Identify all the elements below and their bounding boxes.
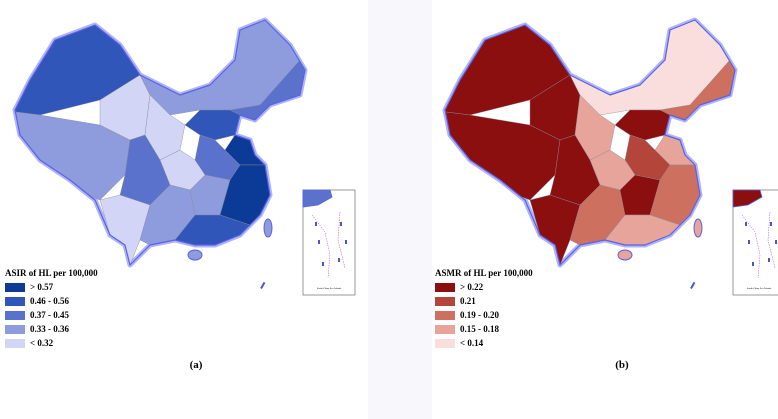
legend-label: 0.37 - 0.45 (30, 310, 69, 320)
inset-dashes (311, 211, 346, 279)
inset-island (322, 262, 324, 266)
inset-island (752, 262, 754, 266)
inset-label: South China Sea Islands (747, 287, 771, 290)
inset-coast (302, 189, 333, 208)
inset-island (745, 222, 747, 226)
legend-label: < 0.14 (460, 338, 484, 348)
legend-swatch (5, 297, 25, 306)
legend-swatch (435, 325, 455, 334)
legend-swatch (435, 311, 455, 320)
inset-island (775, 240, 777, 244)
inset-island (338, 258, 340, 262)
legend-title: ASIR of HL per 100,000 (5, 268, 98, 278)
province (184, 109, 241, 141)
legend-swatch (5, 339, 25, 348)
map-panel: South China Sea Islands ASMR of HL per 10… (435, 17, 778, 371)
panel-label: (b) (615, 359, 629, 371)
inset-island (315, 222, 317, 226)
island-bar (690, 281, 696, 289)
legend-swatch (5, 283, 25, 292)
legend-label: 0.21 (460, 296, 476, 306)
map-panel: South China Sea Islands ASIR of HL per 10… (5, 17, 356, 371)
legend-label: > 0.22 (460, 282, 484, 292)
legend-label: < 0.32 (30, 338, 54, 348)
legend-swatch (435, 283, 455, 292)
inset-frame (732, 189, 778, 296)
legend-title: ASMR of HL per 100,000 (435, 268, 533, 278)
inset-map: South China Sea Islands (302, 189, 356, 296)
inset-island (318, 240, 320, 244)
country-border (14, 19, 306, 266)
inset-island (768, 258, 770, 262)
legend-swatch (5, 325, 25, 334)
provinces (15, 20, 305, 265)
inset-dashes (741, 211, 776, 279)
legend-swatch (5, 311, 25, 320)
inset-island (748, 240, 750, 244)
legend-label: 0.19 - 0.20 (460, 310, 499, 320)
island-taiwan (693, 218, 703, 238)
legend-label: 0.15 - 0.18 (460, 324, 499, 334)
island-hainan (187, 249, 203, 261)
inset-island (345, 240, 347, 244)
inset-map: South China Sea Islands (732, 189, 778, 296)
province (614, 109, 671, 141)
legend-label: 0.33 - 0.36 (30, 324, 69, 334)
legend-swatch (435, 339, 455, 348)
country-border (444, 19, 736, 266)
inset-coast (732, 189, 763, 208)
legend-label: > 0.57 (30, 282, 54, 292)
divider-band (368, 0, 432, 419)
island-bar (260, 281, 266, 289)
inset-island (770, 222, 772, 226)
panel-label: (a) (190, 359, 203, 371)
inset-island (340, 222, 342, 226)
island-taiwan (263, 218, 273, 238)
island-hainan (617, 249, 633, 261)
legend-swatch (435, 297, 455, 306)
inset-label: South China Sea Islands (317, 287, 341, 290)
legend-label: 0.46 - 0.56 (30, 296, 69, 306)
